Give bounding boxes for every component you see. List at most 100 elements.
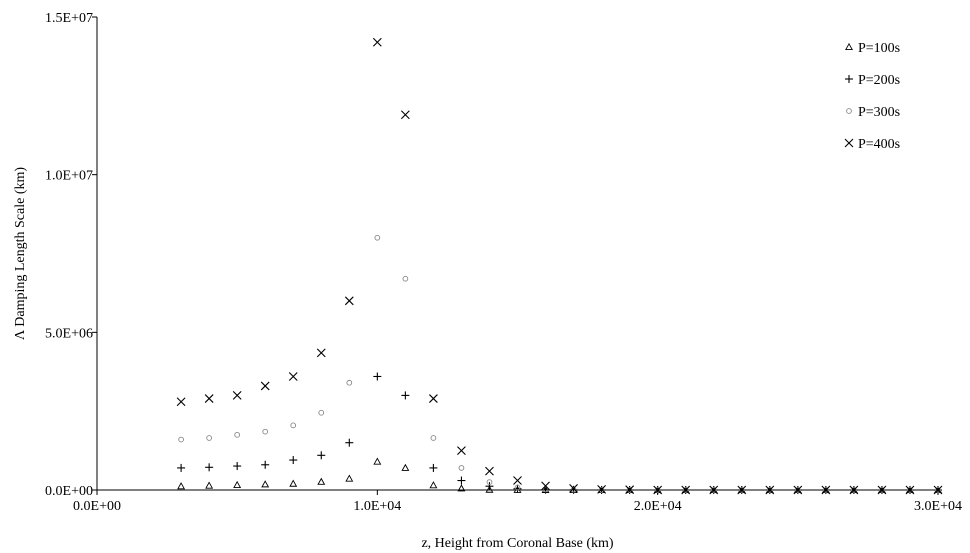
data-point xyxy=(204,394,214,403)
data-point xyxy=(318,409,325,416)
data-point xyxy=(766,487,773,493)
data-point xyxy=(849,485,859,495)
data-point xyxy=(542,486,549,493)
data-point xyxy=(262,428,269,435)
legend-marker xyxy=(845,42,853,51)
data-point xyxy=(709,485,719,495)
data-point xyxy=(682,487,689,493)
data-point xyxy=(794,487,801,493)
legend-label: P=400s xyxy=(858,137,900,152)
data-point xyxy=(793,485,803,495)
data-point xyxy=(317,477,326,485)
legend-label: P=300s xyxy=(858,105,900,120)
series-x xyxy=(176,37,943,495)
y-axis: 0.0E+00 5.0E+06 1.0E+07 1.5E+07 xyxy=(45,11,97,499)
series-plus xyxy=(177,372,942,494)
data-point xyxy=(401,463,410,471)
data-point xyxy=(457,484,466,492)
data-point xyxy=(654,487,661,493)
data-point xyxy=(877,485,887,495)
data-point xyxy=(513,476,522,485)
data-point xyxy=(401,391,410,400)
data-point xyxy=(851,487,857,493)
data-point xyxy=(737,485,747,495)
data-point xyxy=(653,485,663,495)
data-point xyxy=(344,296,354,306)
data-point xyxy=(429,394,438,403)
data-point xyxy=(935,487,941,493)
data-point xyxy=(289,479,298,487)
data-point xyxy=(233,462,242,471)
data-point xyxy=(430,435,437,441)
data-point xyxy=(260,381,270,391)
data-point xyxy=(346,379,353,386)
data-point xyxy=(681,485,691,495)
legend-marker xyxy=(846,108,852,114)
data-point xyxy=(232,391,242,400)
data-point xyxy=(177,482,186,490)
data-point xyxy=(933,485,943,495)
legend-marker xyxy=(845,75,853,83)
legend-label: P=100s xyxy=(858,41,900,56)
data-point xyxy=(373,457,382,465)
data-point xyxy=(458,465,465,471)
data-point xyxy=(598,487,605,493)
legend-item: P=300s xyxy=(846,105,900,120)
data-point xyxy=(738,487,745,493)
x-tick-label: 0.0E+00 xyxy=(73,499,121,514)
data-point xyxy=(570,486,577,493)
data-point xyxy=(345,474,354,482)
x-tick-label: 3.0E+04 xyxy=(914,499,962,514)
legend-item: P=200s xyxy=(845,73,900,88)
data-point xyxy=(178,436,184,443)
legend-label: P=200s xyxy=(858,73,900,88)
data-point xyxy=(289,456,298,465)
data-point xyxy=(429,481,438,489)
data-point xyxy=(765,485,775,495)
y-tick-label: 0.0E+00 xyxy=(45,484,93,499)
data-point xyxy=(205,481,214,489)
data-point xyxy=(541,481,550,491)
y-tick-label: 1.5E+07 xyxy=(45,11,93,26)
data-point xyxy=(290,422,297,429)
data-point xyxy=(514,484,521,491)
data-point xyxy=(345,438,354,447)
data-point xyxy=(905,485,915,495)
legend-item: P=100s xyxy=(845,41,900,56)
data-point xyxy=(176,397,186,407)
x-axis: 0.0E+00 1.0E+04 2.0E+04 3.0E+04 xyxy=(73,490,962,514)
legend-marker xyxy=(844,138,854,148)
x-axis-label: z, Height from Coronal Base (km) xyxy=(421,536,613,551)
data-point xyxy=(626,487,633,493)
data-point xyxy=(233,480,242,488)
data-point xyxy=(372,37,382,47)
y-axis-label: Λ Damping Length Scale (km) xyxy=(13,167,28,340)
series-circle xyxy=(178,234,941,493)
data-point xyxy=(485,466,494,476)
data-point xyxy=(205,463,214,472)
data-point xyxy=(261,460,270,469)
data-point xyxy=(261,480,270,488)
data-point xyxy=(234,431,241,438)
data-point xyxy=(429,463,438,472)
y-tick-label: 1.0E+07 xyxy=(45,169,93,184)
data-point xyxy=(177,463,186,472)
data-point xyxy=(402,275,409,282)
data-point xyxy=(710,487,717,493)
legend-item: P=400s xyxy=(844,137,900,152)
data-point xyxy=(373,372,382,381)
plot-frame xyxy=(96,17,938,491)
data-point xyxy=(486,479,493,485)
data-point xyxy=(513,484,522,493)
data-point xyxy=(823,487,829,493)
data-point xyxy=(316,348,326,358)
data-point xyxy=(879,487,885,493)
data-point xyxy=(317,451,326,460)
data-point xyxy=(597,484,606,494)
series-layer xyxy=(176,37,943,495)
data-point xyxy=(625,485,635,495)
data-point xyxy=(485,482,494,491)
data-point xyxy=(907,487,913,493)
legend: P=100s P=200s P=300s P=400s xyxy=(844,41,900,152)
data-point xyxy=(400,110,410,120)
